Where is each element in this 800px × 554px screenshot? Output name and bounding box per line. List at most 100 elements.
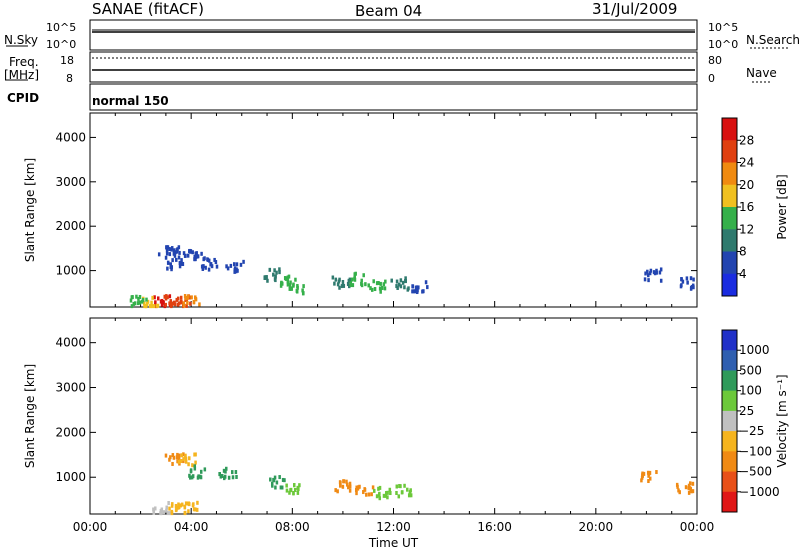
data-cell bbox=[168, 294, 172, 299]
data-cell bbox=[288, 490, 291, 495]
data-cell bbox=[169, 455, 172, 460]
data-cell bbox=[273, 277, 277, 282]
data-cell bbox=[690, 489, 693, 494]
data-cell bbox=[189, 468, 193, 473]
data-cell bbox=[348, 484, 352, 489]
data-cell bbox=[301, 288, 304, 293]
data-cell bbox=[178, 264, 182, 269]
data-cell bbox=[399, 284, 403, 289]
beam-label: Beam 04 bbox=[355, 2, 423, 20]
data-cell bbox=[191, 503, 195, 508]
data-cell bbox=[189, 249, 193, 254]
cpid-value: normal 150 bbox=[92, 94, 169, 108]
colorbar-swatch bbox=[722, 390, 737, 412]
data-cell bbox=[390, 278, 393, 283]
data-cell bbox=[187, 462, 190, 467]
colorbar-tick-label: 12 bbox=[739, 222, 754, 236]
data-cell bbox=[187, 509, 190, 514]
data-cell bbox=[234, 470, 238, 475]
data-cell bbox=[170, 247, 173, 252]
data-cell bbox=[223, 476, 226, 481]
data-cell bbox=[195, 507, 199, 512]
power-panel: 1000 2000 3000 4000 Slant Range [km] bbox=[23, 112, 698, 309]
ytick-label: 4000 bbox=[55, 336, 86, 350]
colorbar-swatch bbox=[722, 370, 737, 392]
data-cell bbox=[280, 280, 283, 285]
data-cell bbox=[266, 278, 269, 283]
data-cell bbox=[178, 250, 181, 255]
data-cell bbox=[180, 453, 183, 458]
nave-label: Nave bbox=[746, 66, 777, 80]
data-cell bbox=[340, 284, 344, 289]
data-cell bbox=[193, 254, 196, 259]
data-cell bbox=[647, 479, 650, 484]
data-cell bbox=[689, 481, 692, 486]
data-cell bbox=[377, 281, 380, 286]
data-cell bbox=[194, 507, 197, 512]
data-cell bbox=[286, 282, 290, 287]
data-cell bbox=[166, 295, 169, 300]
data-cell bbox=[367, 492, 371, 497]
data-cell bbox=[412, 289, 416, 294]
data-cell bbox=[411, 289, 414, 294]
data-cell bbox=[184, 253, 187, 258]
data-cell bbox=[169, 299, 173, 304]
xtick-label: 12:00 bbox=[376, 520, 411, 534]
freq-tick-high: 18 bbox=[60, 54, 74, 67]
data-cell bbox=[360, 278, 363, 283]
data-cell bbox=[177, 453, 181, 458]
colorbar-tick-label: 4 bbox=[739, 267, 747, 281]
data-cell bbox=[378, 485, 382, 490]
data-cell bbox=[142, 301, 146, 306]
data-cell bbox=[289, 487, 293, 492]
ytick-label: 3000 bbox=[55, 381, 86, 395]
data-cell bbox=[171, 502, 174, 507]
data-cell bbox=[190, 295, 193, 300]
data-cell bbox=[686, 280, 689, 285]
data-cell bbox=[281, 477, 285, 482]
data-cell bbox=[220, 473, 224, 478]
ylabel: Slant Range [km] bbox=[23, 364, 37, 468]
data-cell bbox=[198, 302, 201, 307]
colorbar-tick-label: 16 bbox=[739, 200, 754, 214]
data-cell bbox=[373, 287, 377, 292]
data-cell bbox=[289, 280, 292, 285]
data-cell bbox=[172, 248, 176, 253]
data-cell bbox=[397, 494, 401, 499]
data-cell bbox=[351, 283, 355, 288]
data-cell bbox=[381, 285, 384, 290]
data-cell bbox=[199, 475, 203, 480]
data-cell bbox=[178, 260, 182, 265]
data-cell bbox=[685, 276, 689, 281]
data-cell bbox=[353, 277, 357, 282]
data-cell bbox=[680, 283, 683, 288]
data-cell bbox=[369, 286, 372, 291]
data-cell bbox=[294, 277, 297, 282]
data-cell bbox=[649, 268, 653, 273]
data-cell bbox=[225, 264, 228, 269]
data-cell bbox=[176, 296, 180, 301]
data-cell bbox=[229, 263, 233, 268]
data-cell bbox=[283, 478, 286, 483]
data-cell bbox=[164, 255, 168, 260]
nsearch-tick-low: 10^0 bbox=[708, 38, 739, 51]
data-cell bbox=[148, 304, 152, 309]
colorbar-tick-label: −1000 bbox=[739, 485, 780, 499]
nave-tick-low: 0 bbox=[708, 72, 715, 85]
data-cell bbox=[191, 474, 195, 479]
colorbar-tick-label: 25 bbox=[739, 404, 754, 418]
data-cell bbox=[185, 303, 188, 308]
data-cell bbox=[642, 471, 646, 476]
data-cell bbox=[302, 291, 305, 296]
data-cell bbox=[365, 492, 368, 497]
data-cell bbox=[152, 304, 156, 309]
data-cell bbox=[389, 491, 392, 496]
data-cell bbox=[171, 461, 174, 466]
xtick-label: 00:00 bbox=[680, 520, 715, 534]
data-cell bbox=[379, 281, 382, 286]
data-cell bbox=[200, 264, 204, 269]
data-cell bbox=[284, 276, 288, 281]
data-cell bbox=[370, 287, 374, 292]
nsearch-tick-high: 10^5 bbox=[708, 21, 739, 34]
